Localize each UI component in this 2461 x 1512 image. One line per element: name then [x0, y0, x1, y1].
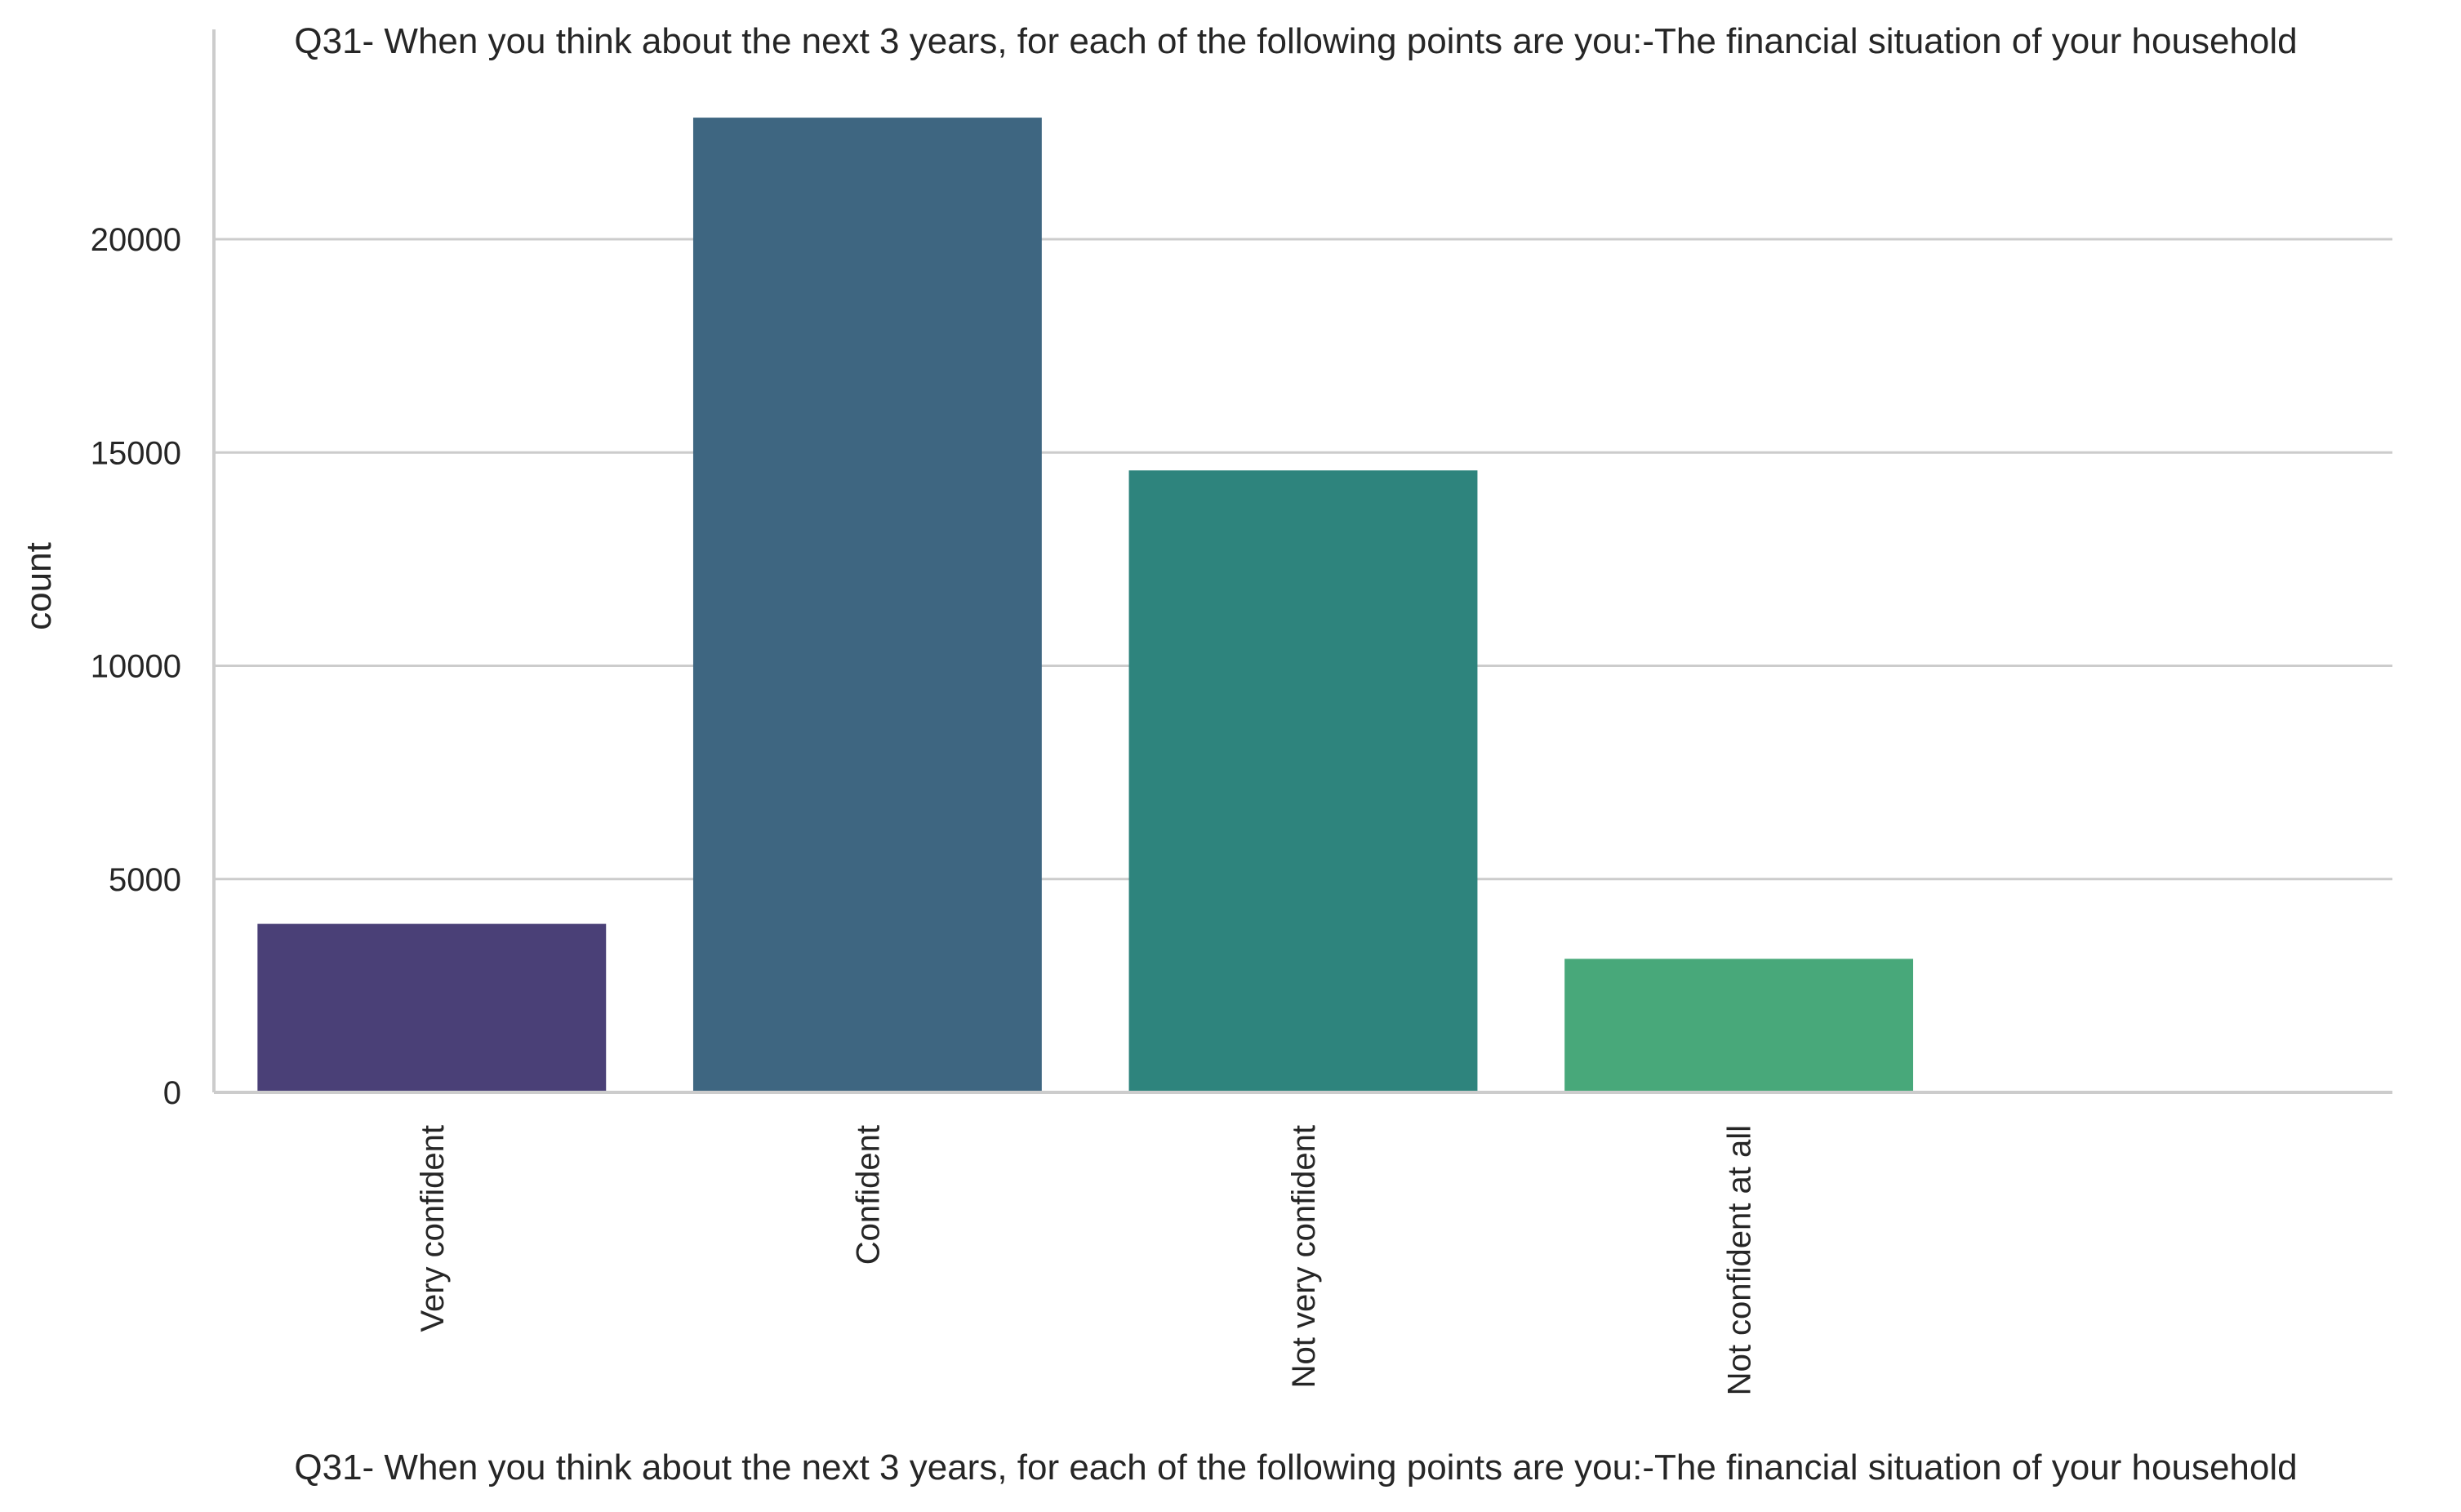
- x-tick-labels: Very confident Confident Not very confiden…: [415, 1125, 1758, 1395]
- y-axis-label: count: [19, 542, 59, 630]
- y-tick-label: 10000: [91, 649, 181, 685]
- bar: [1128, 470, 1478, 1092]
- chart-title: Q31- When you think about the next 3 yea…: [294, 21, 2297, 61]
- x-tick-label: Not confident at all: [1722, 1125, 1758, 1395]
- y-tick-label: 0: [163, 1075, 181, 1111]
- y-tick-labels: 0 5000 10000 15000 20000: [91, 222, 181, 1111]
- y-tick-label: 20000: [91, 222, 181, 258]
- y-tick-label: 5000: [109, 862, 181, 898]
- x-tick-label: Not very confident: [1286, 1125, 1322, 1388]
- y-tick-label: 15000: [91, 435, 181, 471]
- x-tick-label: Confident: [850, 1125, 886, 1265]
- bars: [257, 118, 1914, 1092]
- bar: [257, 923, 607, 1092]
- axis-spines: [212, 29, 2392, 1094]
- bar: [1564, 958, 1914, 1092]
- x-tick-label: Very confident: [415, 1125, 451, 1332]
- x-axis-label: Q31- When you think about the next 3 yea…: [294, 1448, 2297, 1488]
- bar: [692, 118, 1042, 1092]
